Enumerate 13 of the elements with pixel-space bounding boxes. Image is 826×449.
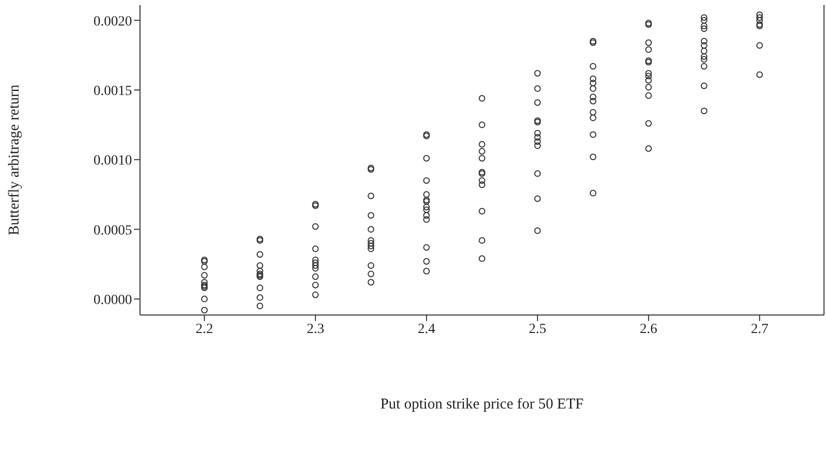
y-axis-title: Butterfly arbitrage return	[6, 84, 22, 236]
y-tick-label: 0.0010	[94, 154, 132, 169]
y-tick-label: 0.0000	[94, 292, 132, 308]
y-tick-label: 0.0015	[94, 84, 132, 99]
y-tick-label: 0.0020	[94, 14, 132, 30]
x-tick-label: 2.6	[640, 322, 658, 337]
y-tick-label: 0.0005	[94, 223, 132, 238]
x-axis-title: Put option strike price for 50 ETF	[380, 396, 584, 413]
x-tick-label: 2.2	[196, 322, 214, 337]
x-tick-label: 2.4	[418, 322, 436, 337]
x-tick-label: 2.3	[306, 322, 324, 337]
x-tick-label: 2.5	[528, 322, 546, 337]
x-tick-label: 2.7	[750, 322, 768, 337]
